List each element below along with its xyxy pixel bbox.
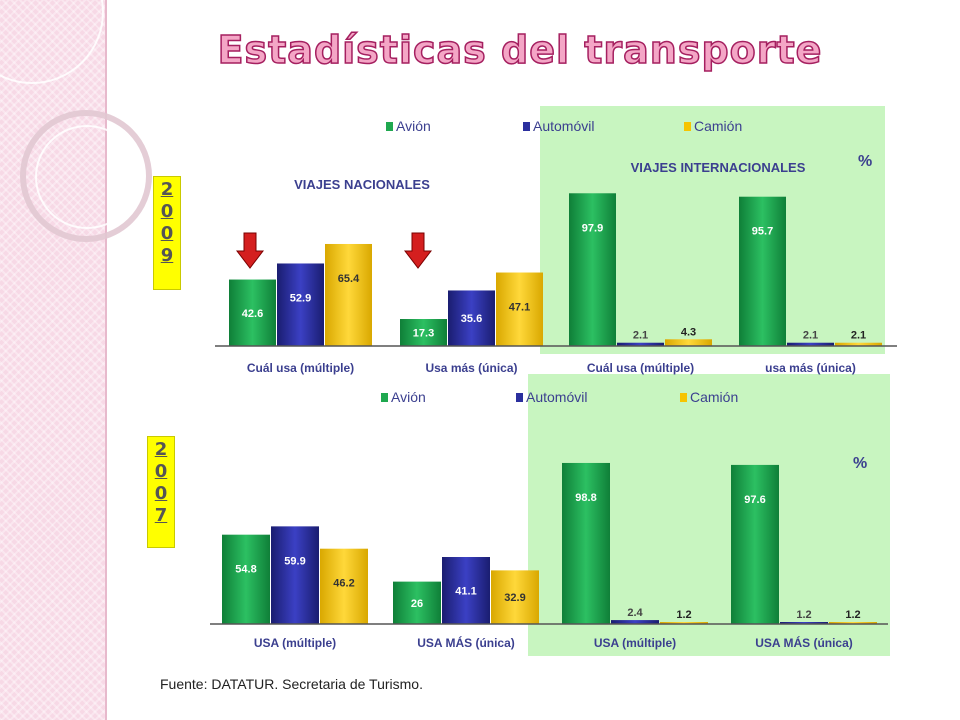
data-label-automovil: 2.1 xyxy=(633,330,648,342)
legend-label-automovil: Automóvil xyxy=(533,118,594,134)
bar-automovil xyxy=(617,342,664,346)
data-label-camion: 47.1 xyxy=(509,302,530,314)
bar-avion xyxy=(222,534,270,624)
data-label-avion: 98.8 xyxy=(575,492,596,504)
category-label: usa más (única) xyxy=(765,361,856,375)
data-label-automovil: 2.4 xyxy=(627,607,643,619)
legend-swatch-camion xyxy=(680,393,687,402)
decorative-circle xyxy=(35,125,139,229)
bars-2007: 54.8 59.9 46.2 USA (múltiple) 26 41.1 32.9 USA … xyxy=(222,462,877,650)
bar-camion xyxy=(320,548,368,624)
data-label-camion: 4.3 xyxy=(681,326,696,338)
data-label-avion: 17.3 xyxy=(413,328,434,340)
bar-avion xyxy=(393,581,441,624)
legend-2009: Avión Automóvil Camión xyxy=(386,118,742,134)
data-label-camion: 1.2 xyxy=(845,609,860,621)
data-label-avion: 42.6 xyxy=(242,308,263,320)
bar-camion xyxy=(660,622,708,624)
category-label: USA MÁS (única) xyxy=(417,635,515,650)
bar-camion xyxy=(835,342,882,346)
data-label-camion: 32.9 xyxy=(504,592,525,604)
bar-avion xyxy=(400,319,447,346)
source-note: Fuente: DATATUR. Secretaria de Turismo. xyxy=(160,676,423,692)
bar-automovil xyxy=(780,622,828,624)
legend-swatch-camion xyxy=(684,122,691,131)
bar-avion xyxy=(731,464,779,624)
data-label-automovil: 59.9 xyxy=(284,555,305,567)
red-arrow-down-icon xyxy=(235,232,265,269)
data-label-avion: 97.6 xyxy=(744,494,765,506)
year-label-2009: 2 0 0 9 xyxy=(153,176,181,290)
decorative-circle xyxy=(20,110,152,242)
category-label: Usa más (única) xyxy=(425,361,517,375)
bar-camion xyxy=(491,570,539,624)
data-label-automovil: 52.9 xyxy=(290,292,311,304)
category-label: USA (múltiple) xyxy=(594,636,676,650)
viajes-nacionales-label: VIAJES NACIONALES xyxy=(294,177,430,192)
data-label-camion: 2.1 xyxy=(851,330,866,342)
data-label-camion: 65.4 xyxy=(338,273,360,285)
data-label-automovil: 41.1 xyxy=(455,586,476,598)
bar-camion xyxy=(496,272,543,346)
bar-automovil xyxy=(271,526,319,624)
red-arrow-down-icon xyxy=(403,232,433,269)
data-label-automovil: 1.2 xyxy=(796,609,811,621)
data-label-automovil: 35.6 xyxy=(461,313,482,325)
data-label-automovil: 2.1 xyxy=(803,330,818,342)
category-label: Cuál usa (múltiple) xyxy=(247,361,354,375)
legend-label-camion: Camión xyxy=(694,118,742,134)
legend-label-automovil: Automóvil xyxy=(526,389,587,405)
data-label-avion: 95.7 xyxy=(752,226,773,238)
bar-avion xyxy=(562,462,610,624)
legend-swatch-automovil xyxy=(516,393,523,402)
category-label: USA MÁS (única) xyxy=(755,635,853,650)
data-label-avion: 26 xyxy=(411,598,423,610)
legend-label-camion: Camión xyxy=(690,389,738,405)
category-label: USA (múltiple) xyxy=(254,636,336,650)
percent-symbol-2007: % xyxy=(853,455,867,472)
bar-automovil xyxy=(787,342,834,346)
bar-automovil xyxy=(611,620,659,624)
bar-automovil xyxy=(277,263,324,346)
slide-title: Estadísticas del transporte xyxy=(217,27,823,73)
bar-camion xyxy=(325,243,372,346)
bar-avion xyxy=(229,279,276,346)
percent-symbol-2009: % xyxy=(858,153,872,170)
bar-camion xyxy=(829,622,877,624)
bars-2009: 42.6 52.9 65.4 Cuál usa (múltiple) 17.3 35.6 4… xyxy=(229,193,882,375)
legend-swatch-automovil xyxy=(523,122,530,131)
viajes-internacionales-label: VIAJES INTERNACIONALES xyxy=(631,160,806,175)
data-label-avion: 54.8 xyxy=(235,564,256,576)
data-label-camion: 1.2 xyxy=(676,609,691,621)
legend-label-avion: Avión xyxy=(391,389,426,405)
data-label-avion: 97.9 xyxy=(582,222,603,234)
legend-2007: Avión Automóvil Camión xyxy=(381,389,738,405)
data-label-camion: 46.2 xyxy=(333,578,354,590)
bar-avion xyxy=(569,193,616,346)
bar-automovil xyxy=(448,290,495,346)
decorative-side-strip xyxy=(0,0,152,720)
year-label-2007: 2 0 0 7 xyxy=(147,436,175,548)
category-label: Cuál usa (múltiple) xyxy=(587,361,694,375)
bar-automovil xyxy=(442,557,490,624)
bar-avion xyxy=(739,196,786,346)
bar-camion xyxy=(665,339,712,346)
legend-swatch-avion xyxy=(381,393,388,402)
legend-swatch-avion xyxy=(386,122,393,131)
legend-label-avion: Avión xyxy=(396,118,431,134)
